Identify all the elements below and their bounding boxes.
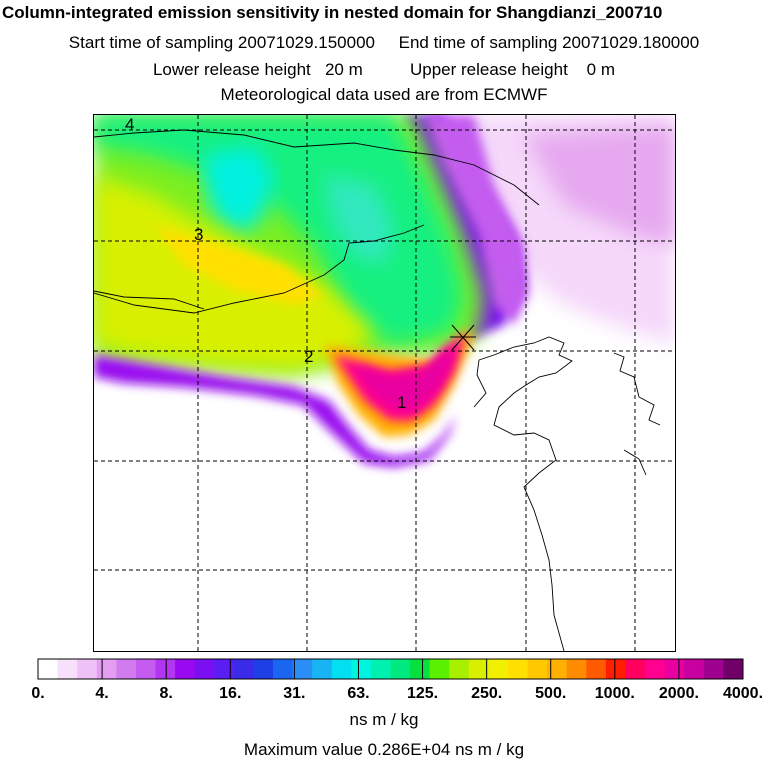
legend-tick-label: 63.: [347, 685, 369, 700]
legend-swatch: [135, 659, 156, 679]
legend-swatch: [38, 659, 59, 679]
legend-swatch: [449, 659, 470, 679]
legend-swatch: [175, 659, 196, 679]
legend-swatch: [645, 659, 666, 679]
sampling-time-line: Start time of sampling 20071029.150000 E…: [68, 33, 700, 52]
legend-swatch: [723, 659, 744, 679]
legend-swatch: [390, 659, 411, 679]
legend-swatch: [233, 659, 254, 679]
legend-tick-label: 0.: [31, 685, 44, 700]
legend-swatch: [586, 659, 607, 679]
legend-swatch: [214, 659, 235, 679]
legend-swatch: [625, 659, 646, 679]
legend-swatch: [331, 659, 352, 679]
legend-swatch: [527, 659, 548, 679]
legend-tick-label: 4000.: [723, 685, 763, 700]
legend-swatch: [684, 659, 705, 679]
legend-swatch: [273, 659, 294, 679]
legend-swatch: [312, 659, 333, 679]
emission-sensitivity-map: [94, 115, 675, 651]
legend-swatch: [292, 659, 313, 679]
legend-tick-label: 1000.: [595, 685, 635, 700]
legend-tick-label: 16.: [219, 685, 241, 700]
legend-tick-label: 500.: [535, 685, 566, 700]
grid-lines: [94, 115, 675, 651]
sensitivity-field: [94, 115, 675, 467]
legend-swatch: [194, 659, 215, 679]
map-title: Column-integrated emission sensitivity i…: [2, 3, 663, 22]
legend-tick-label: 8.: [160, 685, 173, 700]
legend-tick-label: 2000.: [659, 685, 699, 700]
receptor-site: [450, 324, 476, 351]
legend-swatch: [664, 659, 685, 679]
legend-swatch: [605, 659, 626, 679]
legend-tick-label: 4.: [95, 685, 108, 700]
legend-swatch: [488, 659, 509, 679]
legend-swatch: [410, 659, 431, 679]
coastline-borders: [94, 129, 661, 651]
color-scale-legend: 0. 4. 8. 16. 31. 63. 125. 250. 500. 1000. 2000. 400…: [31, 658, 763, 700]
meteorological-data-line: Meteorological data used are from ECMWF: [220, 85, 548, 104]
legend-swatch: [703, 659, 724, 679]
legend-units: ns m / kg: [349, 710, 419, 729]
release-height-line: Lower release height 20 m Upper release …: [152, 60, 616, 79]
legend-swatch: [96, 659, 117, 679]
trajectory-marker-2: 2: [304, 347, 314, 366]
legend-swatch: [116, 659, 137, 679]
legend-swatch: [547, 659, 568, 679]
legend-swatch: [566, 659, 587, 679]
maximum-value-label: Maximum value 0.286E+04 ns m / kg: [243, 740, 525, 759]
trajectory-marker-3: 3: [194, 225, 204, 244]
map-panel: 4 3 2 1: [93, 114, 676, 652]
legend-swatch: [429, 659, 450, 679]
legend-tick-label: 125.: [407, 685, 438, 700]
legend-swatch: [370, 659, 391, 679]
legend-tick-label: 250.: [471, 685, 502, 700]
legend-swatch: [468, 659, 489, 679]
trajectory-marker-4: 4: [125, 115, 135, 134]
legend-swatch: [253, 659, 274, 679]
legend-swatch: [57, 659, 78, 679]
legend-swatch: [508, 659, 529, 679]
legend-swatch: [155, 659, 176, 679]
legend-swatch: [351, 659, 372, 679]
trajectory-marker-1: 1: [397, 393, 407, 412]
legend-swatch: [77, 659, 98, 679]
legend-tick-label: 31.: [283, 685, 305, 700]
